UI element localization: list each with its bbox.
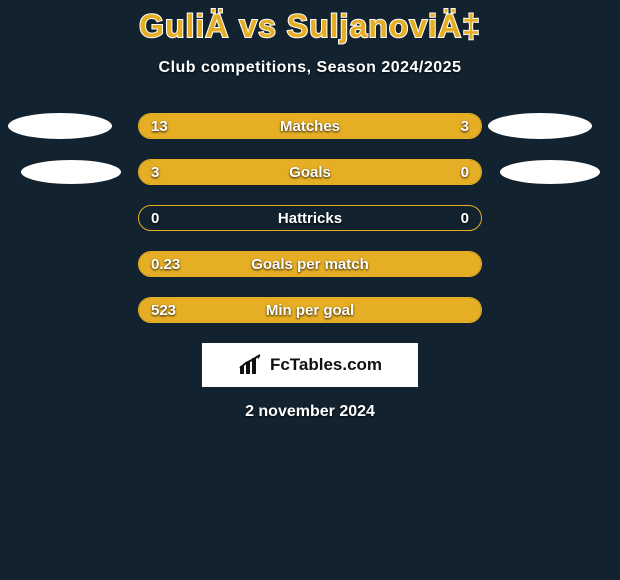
stat-label: Hattricks [139, 206, 481, 231]
stat-value-right: 0 [461, 206, 469, 231]
stat-bar: 30Goals [138, 159, 482, 185]
stat-value-left: 13 [151, 114, 168, 139]
stat-value-left: 523 [151, 298, 176, 323]
stat-row: 133Matches [0, 113, 620, 139]
stat-bar: 523Min per goal [138, 297, 482, 323]
stat-fill-left [139, 298, 481, 322]
stat-value-left: 0 [151, 206, 159, 231]
player-avatar-right [500, 160, 600, 184]
player-avatar-left [8, 113, 112, 139]
chart-icon [238, 354, 264, 376]
stat-fill-left [139, 114, 406, 138]
stat-value-right: 3 [461, 114, 469, 139]
stat-bar: 0.23Goals per match [138, 251, 482, 277]
subtitle: Club competitions, Season 2024/2025 [0, 59, 620, 77]
stat-row: 523Min per goal [0, 297, 620, 323]
stat-value-left: 3 [151, 160, 159, 185]
stat-fill-left [139, 160, 409, 184]
date-label: 2 november 2024 [0, 403, 620, 421]
stats-list: 133Matches30Goals00Hattricks0.23Goals pe… [0, 113, 620, 323]
stat-fill-right [409, 160, 481, 184]
stat-fill-left [139, 252, 481, 276]
stat-row: 0 0Hattricks [0, 205, 620, 231]
page-title: GuliÄ vs SuljanoviÄ‡ [0, 8, 620, 45]
branding-text: FcTables.com [270, 355, 382, 375]
stat-bar: 133Matches [138, 113, 482, 139]
comparison-widget: GuliÄ vs SuljanoviÄ‡ Club competitions, … [0, 0, 620, 421]
stat-fill-right [406, 114, 481, 138]
stat-bar: 0 0Hattricks [138, 205, 482, 231]
player-avatar-left [21, 160, 121, 184]
stat-value-left: 0.23 [151, 252, 180, 277]
stat-row: 30Goals [0, 159, 620, 185]
stat-value-right: 0 [461, 160, 469, 185]
stat-row: 0.23Goals per match [0, 251, 620, 277]
branding-badge: FcTables.com [202, 343, 418, 387]
player-avatar-right [488, 113, 592, 139]
